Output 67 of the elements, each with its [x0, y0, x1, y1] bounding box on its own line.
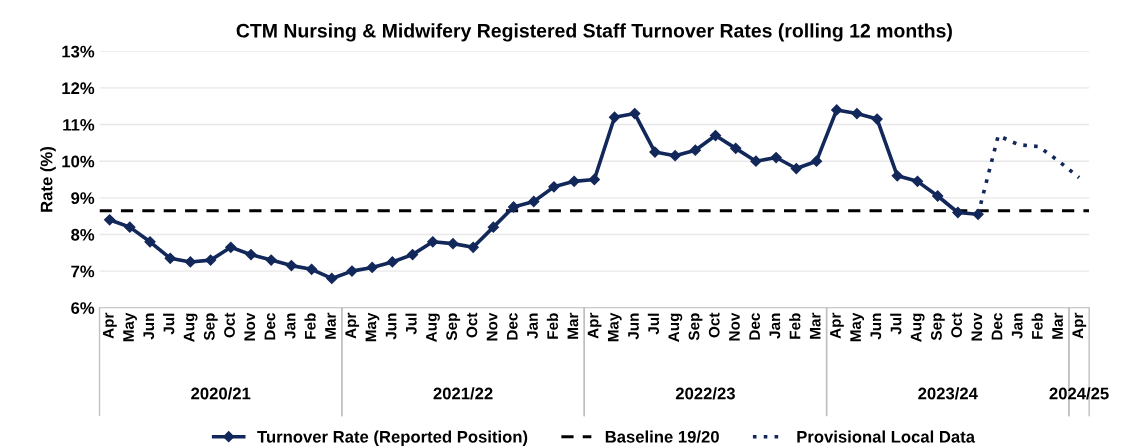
text: 2020/21 [191, 387, 251, 400]
x-tick-label: Jul [647, 313, 660, 335]
text: 2023/24 [918, 387, 978, 400]
x-tick-label: Nov [971, 312, 983, 341]
legend-label: Baseline 19/20 [605, 430, 719, 443]
x-tick-label: Apr [103, 312, 117, 339]
x-tick-label: Oct [708, 312, 720, 338]
x-tick-label: Jun [385, 313, 397, 340]
x-tick-label: Dec [991, 313, 1003, 340]
x-tick-label: Aug [910, 313, 925, 342]
y-tick-label: 10% [62, 155, 95, 168]
x-tick-label: Jan [527, 313, 538, 339]
text: 2021/22 [433, 387, 493, 400]
x-tick-label: Dec [264, 313, 276, 340]
x-tick-label: May [607, 312, 622, 342]
x-tick-label: Aug [668, 313, 683, 342]
x-tick-label: Mar [325, 312, 336, 339]
x-tick-label: Sep [930, 313, 945, 341]
x-tick-label: Oct [466, 312, 478, 338]
x-tick-label: Mar [1052, 312, 1063, 339]
x-tick-label: Jul [405, 313, 417, 335]
x-tick-label: Jun [628, 313, 639, 340]
x-tick-label: Apr [345, 312, 360, 339]
x-tick-label: Nov [729, 312, 740, 341]
x-tick-label: Jun [870, 313, 882, 340]
y-tick-label: 8% [71, 228, 95, 241]
x-tick-label: Dec [506, 313, 518, 340]
y-tick-label: 7% [71, 265, 95, 278]
x-tick-label: Apr [1072, 312, 1087, 339]
chart-title: CTM Nursing & Midwifery Registered Staff Turnover Rates (rolling 12 months) [236, 23, 952, 42]
x-tick-label: Jan [769, 313, 781, 339]
text: 2022/23 [675, 387, 735, 400]
x-tick-label: May [123, 312, 137, 342]
x-tick-label: Jul [890, 313, 902, 335]
legend-label: Turnover Rate (Reported Position) [257, 430, 528, 446]
x-tick-label: May [850, 312, 865, 342]
x-tick-label: Apr [587, 312, 602, 339]
x-tick-label: Nov [486, 312, 498, 341]
x-tick-label: Apr [830, 312, 844, 339]
y-tick-label: 11% [63, 119, 95, 131]
x-tick-label: Dec [749, 313, 761, 340]
x-tick-label: Nov [244, 312, 256, 341]
x-tick-label: May [365, 312, 380, 342]
legend-label: Provisional Local Data [797, 430, 976, 443]
text: 2024/25 [1049, 387, 1109, 400]
x-tick-label: Oct [224, 312, 235, 338]
x-tick-label: Feb [1031, 313, 1043, 339]
y-tick-label: 13% [62, 45, 95, 58]
y-tick-label: 9% [71, 192, 95, 205]
x-tick-label: Feb [789, 313, 801, 339]
x-tick-label: Sep [203, 313, 218, 341]
x-tick-label: Sep [446, 313, 461, 341]
x-tick-label: Aug [426, 313, 440, 342]
x-tick-label: Aug [183, 313, 198, 342]
y-axis-title: Rate (%) [40, 147, 56, 212]
x-tick-label: Mar [809, 312, 821, 339]
x-tick-label: Feb [546, 313, 559, 339]
x-tick-label: Jan [284, 313, 296, 339]
x-tick-label: Oct [951, 312, 962, 338]
x-tick-label: Jun [143, 313, 155, 340]
x-tick-label: Jul [163, 313, 175, 335]
y-tick-label: 6% [71, 302, 95, 314]
x-tick-label: Jan [1011, 313, 1023, 339]
x-tick-label: Mar [567, 312, 579, 339]
x-tick-label: Feb [304, 313, 316, 339]
x-tick-label: Sep [688, 313, 703, 341]
y-tick-label: 12% [62, 82, 95, 95]
